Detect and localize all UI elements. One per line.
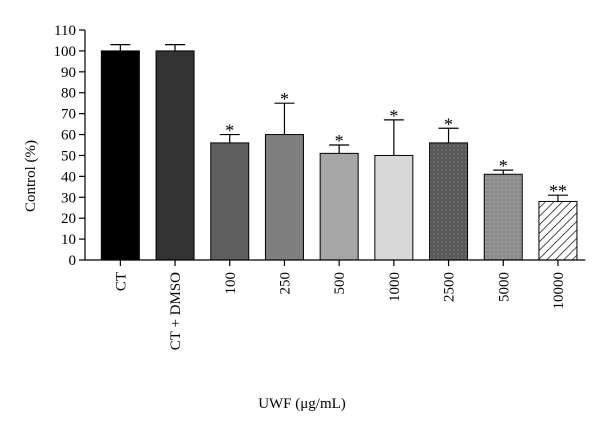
y-tick-label: 100: [54, 44, 77, 60]
bar: [210, 142, 250, 261]
y-tick-label: 10: [61, 232, 76, 248]
x-tick-label: 10000: [551, 272, 567, 310]
bar: [100, 50, 140, 261]
y-tick-label: 50: [61, 148, 76, 164]
y-tick-label: 70: [61, 107, 76, 123]
x-axis-label: UWF (μg/mL): [258, 396, 346, 412]
bar: [319, 152, 359, 261]
bar-texture: [429, 142, 468, 260]
bar: [155, 50, 195, 261]
significance-marker: *: [225, 121, 234, 141]
x-tick-label: 100: [223, 272, 239, 295]
significance-marker: *: [389, 106, 398, 126]
y-tick-label: 90: [61, 65, 76, 81]
x-tick-label: 5000: [496, 272, 512, 302]
y-tick-label: 30: [61, 190, 76, 206]
bars: **** ****: [100, 44, 578, 261]
y-axis-label: Control (%): [23, 140, 39, 212]
bar: [538, 200, 578, 261]
y-tick-label: 60: [61, 128, 76, 144]
significance-marker: *: [499, 156, 508, 176]
x-tick-label: CT: [113, 272, 129, 291]
x-tick-label: 500: [332, 272, 348, 295]
bar: [374, 154, 414, 261]
y-tick-label: 110: [54, 23, 76, 39]
bar: [264, 134, 304, 261]
significance-marker: **: [549, 181, 567, 201]
significance-marker: *: [280, 89, 289, 109]
y-tick-label: 0: [69, 253, 77, 269]
significance-marker: *: [444, 114, 453, 134]
x-axis: CT CT + DMSO 100 250 500 1000 2500 5000 10000: [85, 259, 586, 350]
y-tick-label: 20: [61, 211, 76, 227]
y-tick-label: 40: [61, 169, 76, 185]
significance-marker: *: [335, 131, 344, 151]
x-tick-label: 2500: [442, 272, 458, 302]
bar-texture: [484, 174, 523, 260]
x-tick-label: 250: [277, 272, 293, 295]
y-tick-label: 80: [61, 86, 76, 102]
x-tick-label: 1000: [387, 272, 403, 302]
y-axis: 0 10 20 30 40 50 60 70 80 90 100 110: [54, 23, 86, 269]
x-tick-label: CT + DMSO: [168, 272, 184, 350]
